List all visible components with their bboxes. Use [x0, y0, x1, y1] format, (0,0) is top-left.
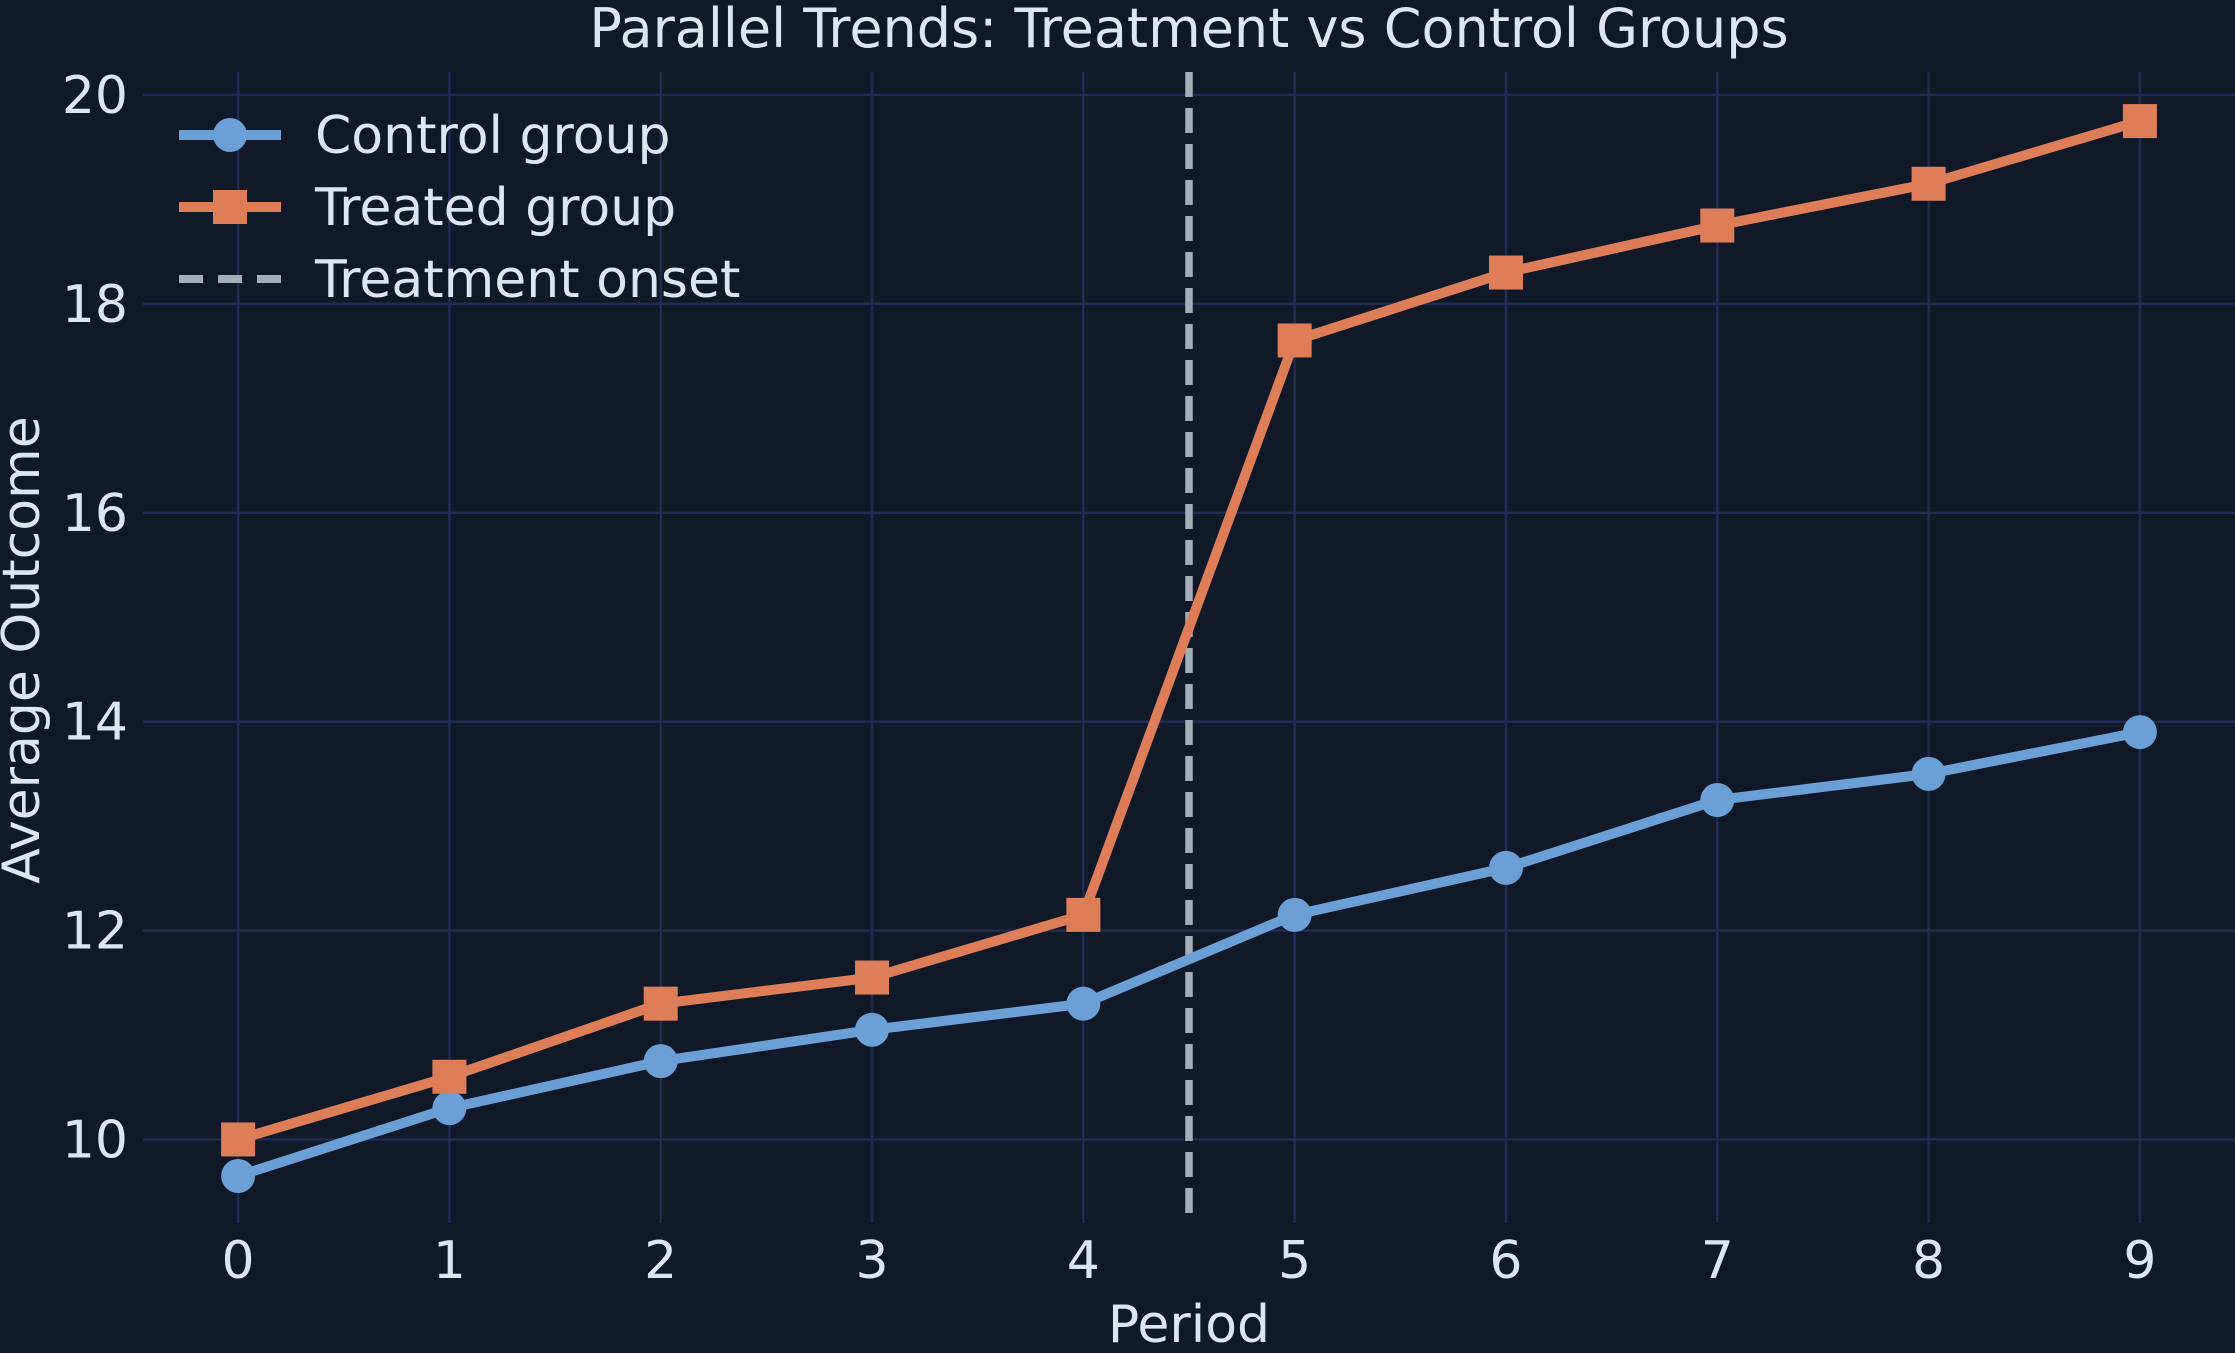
- y-tick-label: 16: [62, 484, 128, 544]
- control-group-line: [233, 727, 2145, 1181]
- control-group-point: [2122, 715, 2157, 750]
- chart-title: Parallel Trends: Treatment vs Control Gr…: [589, 0, 1788, 60]
- treated-group-point: [1066, 897, 1101, 932]
- treated-group-point: [2122, 104, 2157, 139]
- x-tick-label: 8: [1912, 1231, 1945, 1291]
- control-group-point: [1700, 782, 1735, 817]
- y-tick-label: 12: [62, 902, 128, 962]
- x-tick-label: 6: [1489, 1231, 1522, 1291]
- treated-group-point: [643, 986, 678, 1021]
- y-tick-labels: 10 12 14 16 18 20: [62, 66, 128, 1170]
- control-group-point: [1911, 756, 1946, 791]
- treated-group-point: [1488, 255, 1523, 290]
- legend-label: Treatment onset: [314, 250, 740, 310]
- treated-group-series: [221, 104, 2157, 1157]
- x-tick-label: 2: [644, 1231, 677, 1291]
- treated-group-point: [1277, 323, 1312, 358]
- legend-item-control-group: Control group: [179, 106, 671, 166]
- y-tick-label: 14: [62, 693, 128, 753]
- x-tick-label: 5: [1278, 1231, 1311, 1291]
- control-group-series: [221, 715, 2157, 1193]
- x-tick-label: 0: [222, 1231, 255, 1291]
- x-tick-label: 4: [1067, 1231, 1100, 1291]
- control-group-point: [855, 1012, 890, 1047]
- y-tick-label: 20: [62, 66, 128, 126]
- x-tick-labels: 0 1 2 3 4 5 6 7 8 9: [222, 1231, 2157, 1291]
- legend-label: Treated group: [314, 178, 676, 238]
- y-axis-label: Average Outcome: [0, 416, 52, 883]
- treated-group-point: [221, 1122, 256, 1157]
- treated-group-point: [432, 1059, 467, 1094]
- control-group-point: [221, 1158, 256, 1193]
- treated-group-legend-marker-icon: [213, 190, 247, 224]
- x-axis-label: Period: [1108, 1295, 1270, 1353]
- control-group-point: [1066, 986, 1101, 1021]
- treated-group-point: [1700, 208, 1735, 243]
- control-group-point: [1277, 897, 1312, 932]
- legend-label: Control group: [315, 106, 671, 166]
- control-group-point: [1488, 850, 1523, 885]
- legend: Control group Treated group Treatment onse…: [179, 106, 740, 310]
- legend-item-treated-group: Treated group: [179, 178, 676, 238]
- y-tick-label: 10: [62, 1110, 128, 1170]
- control-group-point: [432, 1091, 467, 1126]
- x-tick-label: 7: [1701, 1231, 1734, 1291]
- x-tick-label: 9: [2123, 1231, 2156, 1291]
- x-tick-label: 3: [855, 1231, 888, 1291]
- treated-group-line: [233, 116, 2145, 1145]
- x-tick-label: 1: [433, 1231, 466, 1291]
- treated-group-point: [1911, 166, 1946, 201]
- legend-item-treatment-onset: Treatment onset: [179, 250, 740, 310]
- treated-group-point: [855, 960, 890, 995]
- control-group-point: [643, 1044, 678, 1079]
- y-tick-label: 18: [62, 275, 128, 335]
- control-group-legend-marker-icon: [213, 118, 247, 152]
- data-series-layer: [221, 104, 2157, 1193]
